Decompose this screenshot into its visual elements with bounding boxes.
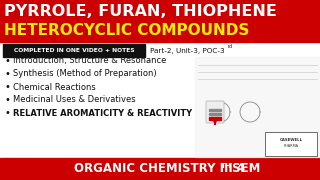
- Bar: [195, 57, 320, 157]
- Bar: [209, 113, 221, 115]
- Text: •: •: [5, 95, 11, 105]
- Text: CASEWELL: CASEWELL: [279, 138, 303, 142]
- Text: Synthesis (Method of Preparation): Synthesis (Method of Preparation): [13, 69, 156, 78]
- Text: Part-2, Unit-3, POC-3: Part-2, Unit-3, POC-3: [150, 48, 225, 53]
- Text: rd: rd: [227, 44, 232, 50]
- Text: SEM: SEM: [228, 163, 260, 175]
- Text: Introduction, Structure & Resonance: Introduction, Structure & Resonance: [13, 57, 166, 66]
- Text: •: •: [5, 56, 11, 66]
- Text: •: •: [5, 82, 11, 92]
- Bar: [265, 132, 317, 156]
- Bar: [0, 158, 320, 180]
- Text: •: •: [5, 108, 11, 118]
- Text: PYRROLE, FURAN, THIOPHENE: PYRROLE, FURAN, THIOPHENE: [4, 4, 277, 19]
- Bar: [0, 0, 320, 42]
- Text: TH: TH: [221, 163, 232, 168]
- Text: HETEROCYCLIC COMPOUNDS: HETEROCYCLIC COMPOUNDS: [4, 23, 249, 38]
- Text: PHARMA: PHARMA: [284, 144, 299, 148]
- FancyBboxPatch shape: [206, 101, 224, 123]
- Bar: [3, 44, 145, 57]
- Bar: [209, 117, 221, 120]
- Text: Medicinal Uses & Derivatives: Medicinal Uses & Derivatives: [13, 96, 136, 105]
- Text: COMPLETED IN ONE VIDEO + NOTES: COMPLETED IN ONE VIDEO + NOTES: [14, 48, 134, 53]
- Text: Chemical Reactions: Chemical Reactions: [13, 82, 96, 91]
- Text: RELATIVE AROMATICITY & REACTIVITY: RELATIVE AROMATICITY & REACTIVITY: [13, 109, 192, 118]
- Bar: [209, 109, 221, 111]
- Text: ORGANIC CHEMISTRY III 4: ORGANIC CHEMISTRY III 4: [75, 163, 245, 175]
- Text: •: •: [5, 69, 11, 79]
